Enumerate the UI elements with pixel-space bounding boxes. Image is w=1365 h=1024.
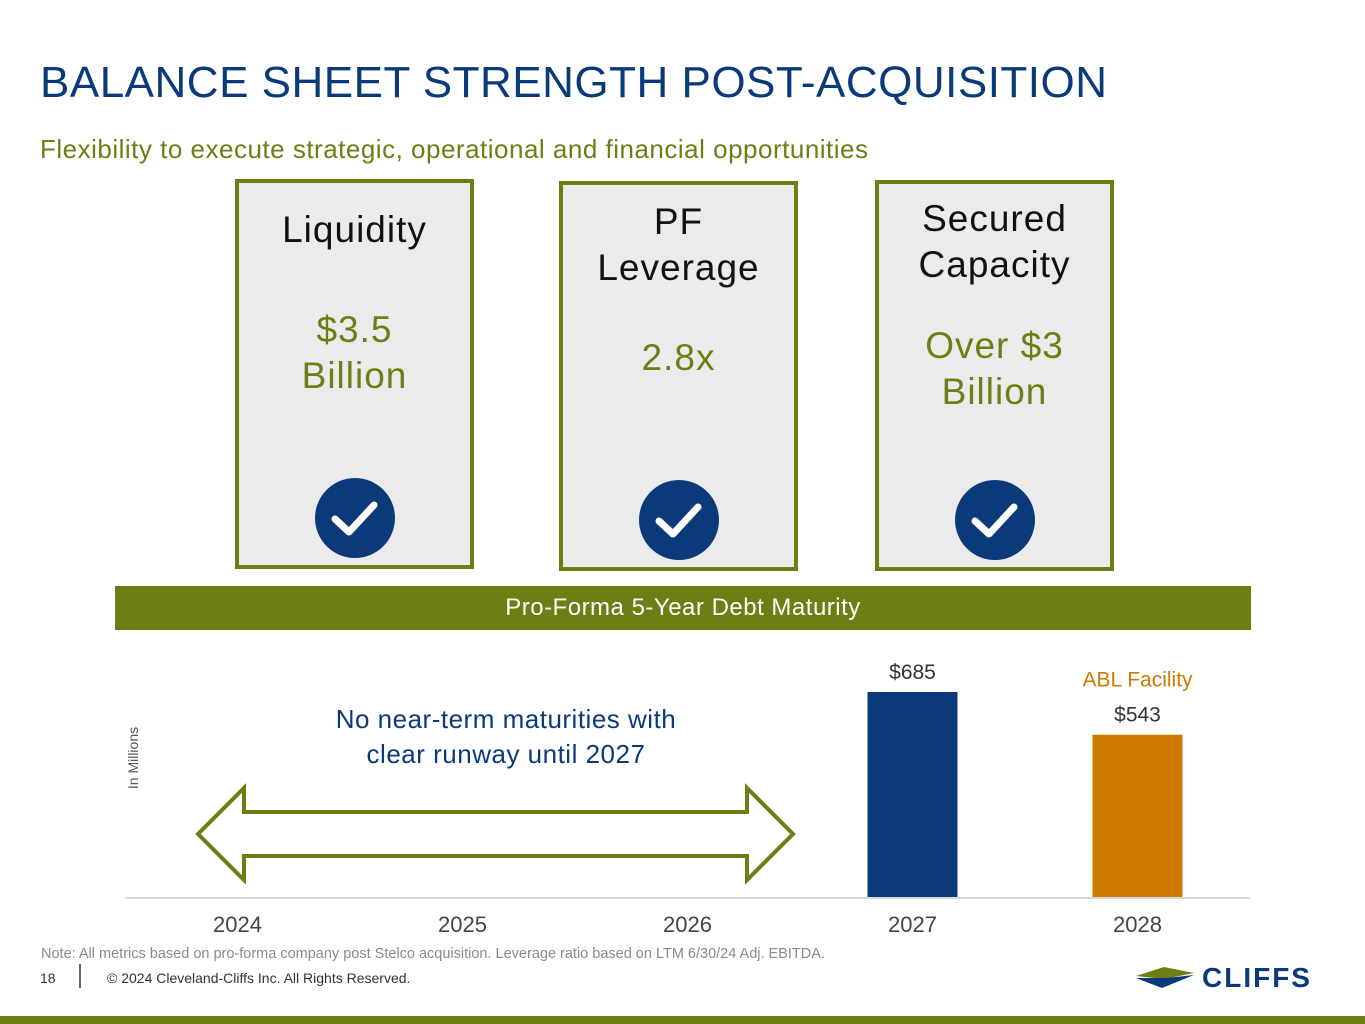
card-value-line: Billion	[301, 355, 408, 396]
card-title-line: Capacity	[918, 244, 1071, 285]
annotation-line: clear runway until 2027	[366, 739, 646, 769]
x-tick-label: 2027	[888, 912, 937, 937]
card-value: Over $3 Billion	[879, 323, 1110, 415]
bottom-accent-bar	[0, 1016, 1365, 1024]
data-label: $685	[889, 661, 936, 684]
copyright: © 2024 Cleveland-Cliffs Inc. All Rights …	[107, 970, 411, 986]
x-tick-label: 2026	[663, 912, 712, 937]
annotation-line: No near-term maturities with	[335, 704, 677, 734]
card-value-line: 2.8x	[641, 337, 716, 378]
check-icon	[314, 478, 395, 558]
runway-annotation: No near-term maturities with clear runwa…	[300, 702, 712, 772]
x-tick-label: 2024	[213, 912, 262, 937]
abl-facility-annotation: ABL Facility	[1082, 669, 1193, 692]
x-tick-label: 2028	[1113, 912, 1162, 937]
card-value: $3.5 Billion	[239, 307, 470, 399]
footer-divider	[79, 964, 81, 988]
check-icon	[638, 480, 719, 560]
card-value: 2.8x	[563, 335, 794, 381]
data-label: $543	[1114, 704, 1161, 727]
cliffs-logo-icon	[1136, 967, 1194, 988]
card-value-line: Over $3	[925, 325, 1064, 366]
debt-maturity-banner: Pro-Forma 5-Year Debt Maturity	[115, 586, 1251, 630]
y-axis-label: In Millions	[125, 726, 141, 790]
card-title: PF Leverage	[563, 199, 794, 291]
liquidity-card: Liquidity $3.5 Billion	[235, 179, 474, 569]
card-value-line: $3.5	[316, 309, 393, 350]
check-icon	[954, 480, 1035, 560]
page-number: 18	[40, 970, 56, 986]
runway-arrow-icon	[195, 783, 796, 885]
card-value-line: Billion	[941, 371, 1048, 412]
cliffs-logo-text: CLIFFS	[1202, 962, 1312, 993]
secured-capacity-card: Secured Capacity Over $3 Billion	[875, 180, 1114, 571]
bar-2028	[1092, 734, 1183, 898]
card-title: Liquidity	[239, 207, 470, 253]
footnote: Note: All metrics based on pro-forma com…	[41, 946, 825, 962]
card-title-line: Secured	[922, 198, 1067, 239]
card-title: Secured Capacity	[879, 196, 1110, 288]
card-title-line: Leverage	[597, 247, 760, 288]
card-title-line: Liquidity	[282, 209, 427, 250]
x-tick-label: 2025	[438, 912, 487, 937]
page-subtitle: Flexibility to execute strategic, operat…	[40, 134, 869, 164]
card-title-line: PF	[653, 201, 704, 242]
pf-leverage-card: PF Leverage 2.8x	[559, 181, 798, 571]
bar-2027	[867, 692, 958, 898]
page-title: BALANCE SHEET STRENGTH POST-ACQUISITION	[40, 58, 1108, 107]
debt-maturity-chart: 2024 2025 2026 2027 $685 2028 $543 ABL Facility	[125, 661, 1250, 937]
